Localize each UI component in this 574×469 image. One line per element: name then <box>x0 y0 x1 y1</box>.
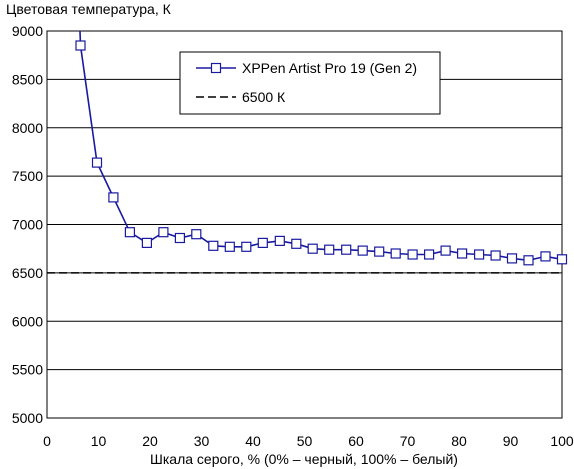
data-point <box>274 235 285 246</box>
y-axis-title: Цветовая температура, К <box>6 1 172 17</box>
legend-box <box>179 51 441 115</box>
data-point <box>540 251 551 262</box>
data-point <box>440 245 451 256</box>
data-point <box>523 255 534 266</box>
data-point <box>390 248 401 259</box>
legend: XPPen Artist Pro 19 (Gen 2) 6500 К <box>179 51 441 115</box>
x-tick-label: 30 <box>194 433 210 449</box>
data-point <box>374 246 385 257</box>
x-tick-label: 20 <box>142 433 158 449</box>
data-point <box>341 244 352 255</box>
x-tick-label: 50 <box>297 433 313 449</box>
y-tick-label: 8500 <box>12 71 43 87</box>
y-tick-label: 9000 <box>12 23 43 39</box>
data-point <box>174 232 185 244</box>
y-tick-label: 7000 <box>12 217 43 233</box>
data-point <box>357 245 368 256</box>
data-point <box>75 40 86 51</box>
data-point <box>324 244 335 255</box>
data-point <box>208 240 219 251</box>
data-point <box>141 237 152 248</box>
y-tick-label: 6500 <box>12 265 43 281</box>
data-point <box>291 238 302 249</box>
data-point <box>124 227 136 238</box>
legend-reference-label: 6500 К <box>242 89 286 105</box>
data-point <box>191 229 202 240</box>
data-point <box>91 157 103 168</box>
data-point <box>506 253 518 264</box>
data-point <box>158 227 169 238</box>
series-line <box>79 31 562 262</box>
data-point <box>474 249 485 260</box>
data-point <box>224 241 235 252</box>
data-point <box>457 248 468 259</box>
y-tick-label: 6000 <box>12 313 43 329</box>
x-tick-label: 60 <box>348 433 364 449</box>
x-tick-label: 100 <box>550 433 574 449</box>
data-points <box>75 40 568 266</box>
y-tick-label: 8000 <box>12 120 43 136</box>
x-tick-label: 70 <box>400 433 416 449</box>
x-axis-title: Шкала серого, % (0% – черный, 100% – бел… <box>150 451 458 467</box>
y-tick-label: 7500 <box>12 168 43 184</box>
gridlines <box>47 78 562 371</box>
data-point <box>307 243 318 254</box>
x-tick-label: 10 <box>91 433 107 449</box>
data-point <box>241 241 252 252</box>
x-tick-labels: 0 10 20 30 40 50 60 70 80 90 100 <box>43 433 574 449</box>
y-tick-labels: 5000 5500 6000 6500 7000 7500 8000 8500 9000 <box>12 23 43 426</box>
y-tick-label: 5500 <box>12 362 43 378</box>
legend-series-label: XPPen Artist Pro 19 (Gen 2) <box>242 60 417 76</box>
x-tick-label: 0 <box>43 433 51 449</box>
legend-series-marker <box>210 62 222 74</box>
data-point <box>407 249 418 260</box>
x-tick-label: 40 <box>245 433 261 449</box>
data-point <box>490 250 501 261</box>
data-point <box>424 249 435 260</box>
data-point <box>108 192 119 203</box>
data-point <box>257 237 268 248</box>
data-point <box>556 254 568 265</box>
x-tick-label: 80 <box>451 433 467 449</box>
plot-frame <box>46 30 563 419</box>
x-tick-label: 90 <box>503 433 519 449</box>
y-tick-label: 5000 <box>12 410 43 426</box>
